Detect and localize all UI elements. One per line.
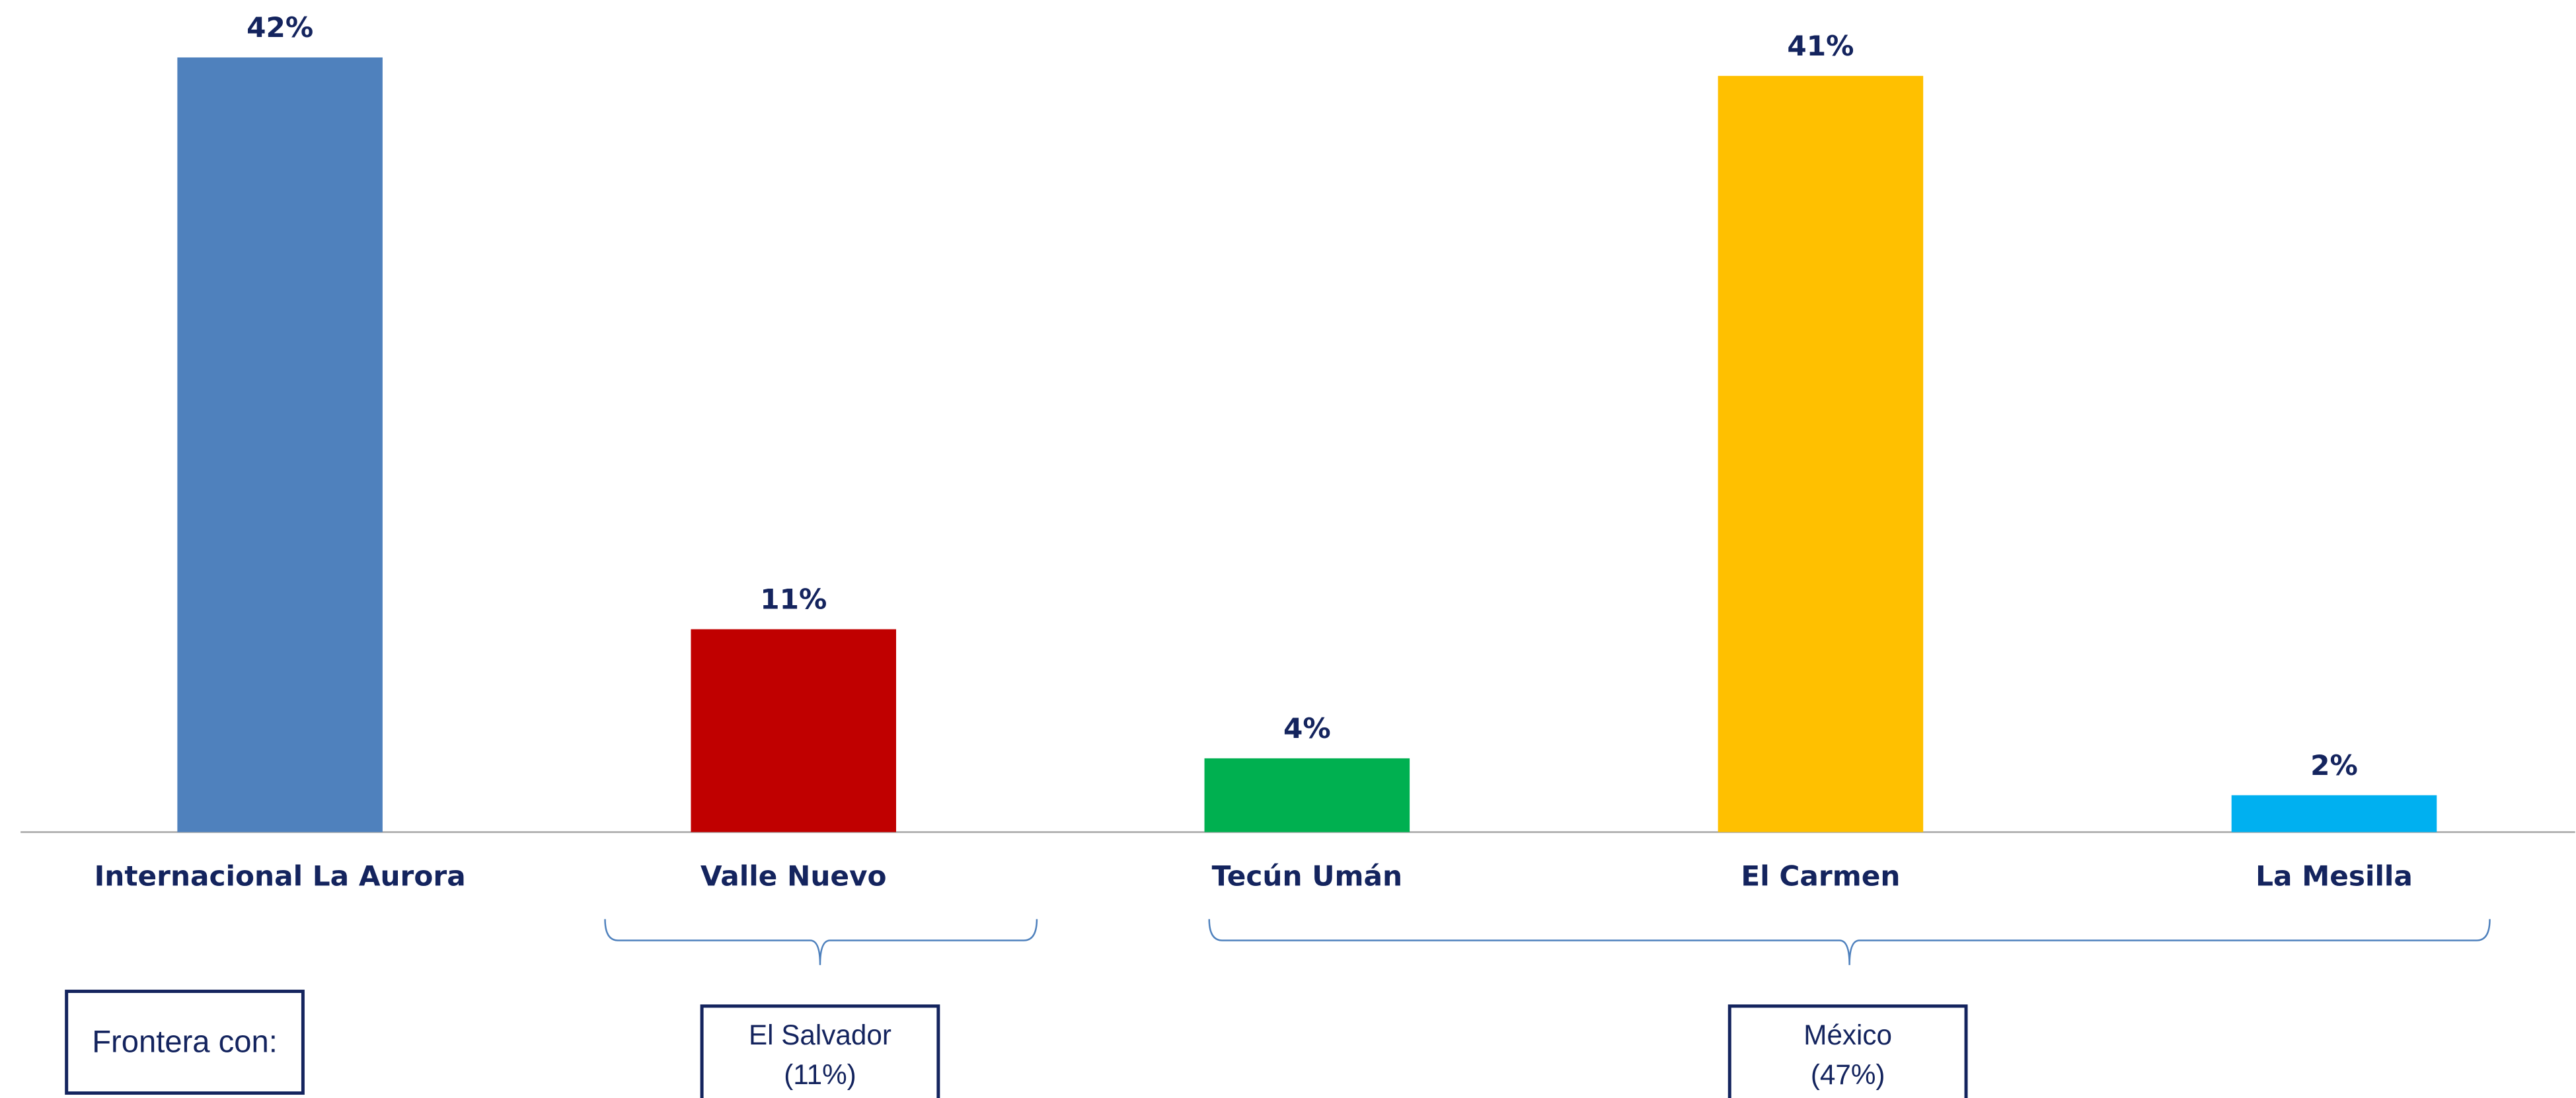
group-label: México [1803, 1019, 1892, 1050]
legend-title: Frontera con: [92, 1024, 278, 1059]
data-label: 2% [2310, 749, 2358, 782]
group-box [700, 1004, 940, 1098]
bar [1718, 75, 1924, 832]
group-label: El Salvador [749, 1019, 891, 1050]
data-label: 41% [1787, 30, 1854, 62]
x-tick-label: La Mesilla [2255, 860, 2413, 893]
bar [691, 629, 896, 832]
x-tick-label: Valle Nuevo [701, 860, 887, 893]
bar [177, 57, 383, 832]
x-tick-label: Internacional La Aurora [95, 860, 466, 893]
x-tick-label: Tecún Umán [1212, 860, 1402, 893]
legend-box [65, 990, 305, 1095]
bar [1204, 758, 1410, 832]
data-label: 4% [1283, 712, 1331, 745]
data-label: 11% [760, 583, 827, 616]
group-box [1727, 1004, 1968, 1098]
bracket [604, 919, 1038, 965]
bar [2231, 795, 2437, 832]
group-label: (11%) [784, 1059, 856, 1090]
x-tick-label: El Carmen [1741, 860, 1900, 893]
data-label: 42% [246, 11, 313, 44]
bracket [1208, 919, 2491, 965]
group-label: (47%) [1811, 1059, 1885, 1090]
